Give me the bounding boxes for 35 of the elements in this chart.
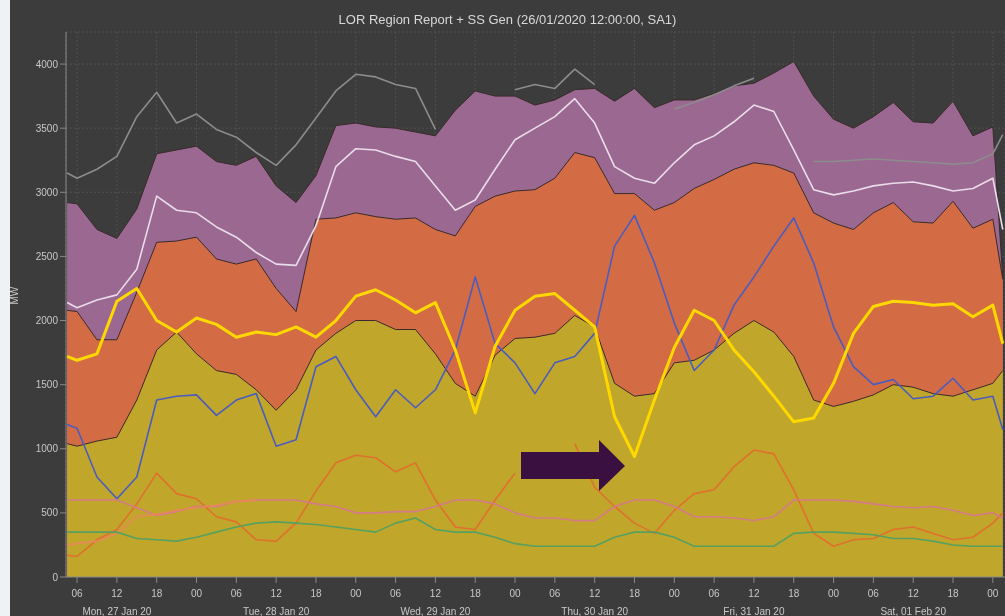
y-tick-label: 1000	[35, 443, 59, 455]
x-tick-label: 18	[151, 588, 163, 599]
x-tick-label: 06	[71, 588, 84, 599]
x-tick-label: 00	[828, 588, 840, 599]
y-tick-label: 1500	[35, 379, 59, 391]
y-tick-label: 3500	[35, 122, 59, 134]
x-tick-label: 18	[788, 588, 800, 599]
x-tick-label: 18	[947, 588, 960, 599]
x-tick-label: 12 Tue, 28 Jan 20	[242, 588, 310, 616]
y-tick-label: 3000	[35, 186, 59, 198]
y-tick-label: 2000	[35, 315, 59, 327]
x-tick-label: 00	[350, 588, 362, 599]
y-axis-title: MW	[8, 286, 20, 305]
x-tick-label: 06	[708, 588, 721, 599]
x-tick-label: 00	[668, 588, 681, 599]
x-tick-label: 00	[190, 588, 203, 599]
x-tick-label: 00	[987, 588, 999, 599]
x-tick-label: 12 Thu, 30 Jan 20	[561, 588, 629, 616]
x-tick-label: 18	[628, 588, 641, 599]
y-tick-label: 0	[52, 571, 59, 583]
x-tick-label: 12 Fri, 31 Jan 20	[723, 588, 785, 616]
x-tick-label: 06	[867, 588, 880, 599]
x-tick-label: 12 Sat, 01 Feb 20	[880, 588, 947, 616]
y-tick-label: 500	[41, 507, 59, 519]
x-tick-label: 00	[509, 588, 522, 599]
x-tick-label: 12 Wed, 29 Jan 20	[400, 588, 471, 616]
x-tick-label: 18	[469, 588, 482, 599]
y-tick-label: 2500	[35, 250, 59, 262]
chart-title: LOR Region Report + SS Gen (26/01/2020 12:00:00, SA1)	[337, 12, 678, 27]
x-tick-label: 06	[230, 588, 243, 599]
x-tick-label: 12 Mon, 27 Jan 20	[82, 588, 152, 616]
y-tick-label: 4000	[35, 58, 59, 70]
x-tick-label: 06	[390, 588, 402, 599]
x-tick-label: 18	[310, 588, 322, 599]
x-tick-label: 06	[549, 588, 561, 599]
